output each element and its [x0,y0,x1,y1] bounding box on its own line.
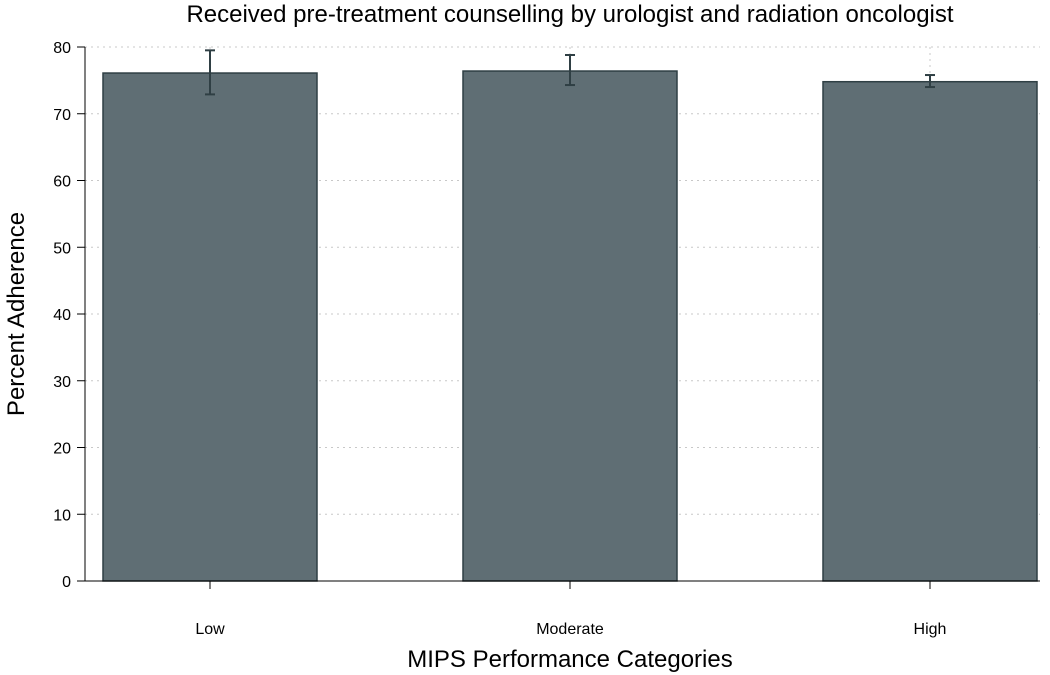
bars [102,70,1038,582]
y-tick-label: 30 [53,374,71,391]
y-tick-label: 20 [53,441,71,458]
y-tick-label: 60 [53,174,71,191]
bar-moderate [462,70,678,582]
y-tick-label: 70 [53,107,71,124]
y-tick-label: 40 [53,307,71,324]
x-tick-label: Low [195,621,225,638]
error-bars [205,49,935,96]
y-tick-label: 10 [53,507,71,524]
x-axis-title: MIPS Performance Categories [407,646,732,673]
y-tick-label: 80 [53,40,71,57]
bar-low [102,72,318,582]
y-axis-ticks: 0 10 20 30 40 50 60 70 80 [53,40,85,591]
y-tick-label: 50 [53,240,71,257]
y-axis-title: Percent Adherence [3,212,30,416]
x-axis-ticks: Low Moderate High [195,581,946,638]
x-tick-label: Moderate [536,621,604,638]
chart-title: Received pre-treatment counselling by ur… [186,1,953,28]
bar-high [822,80,1038,582]
y-tick-label: 0 [62,574,71,591]
x-tick-label: High [914,621,947,638]
